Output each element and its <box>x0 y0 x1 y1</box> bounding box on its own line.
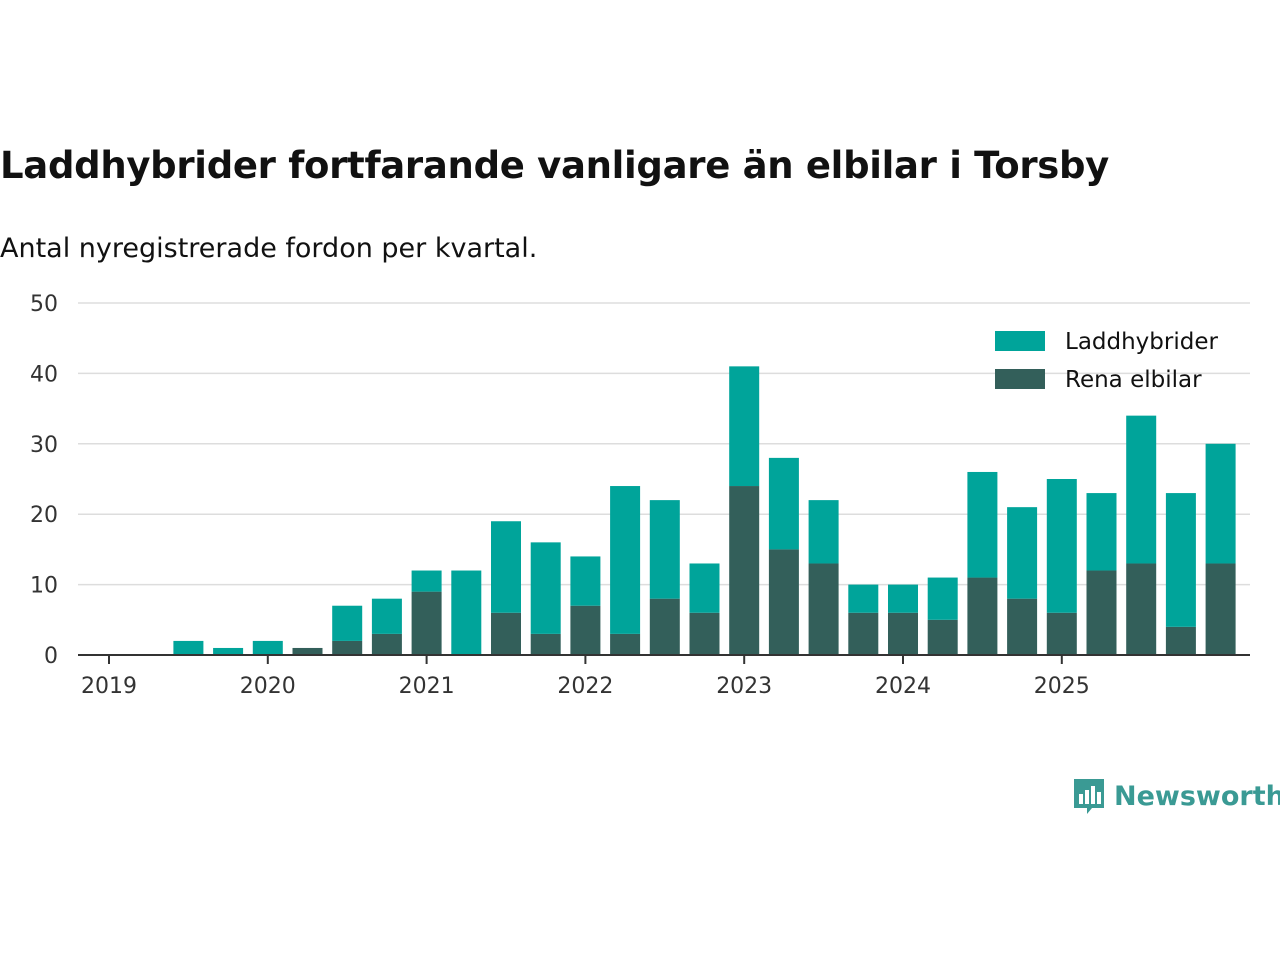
bar-rena-elbilar <box>1046 612 1077 655</box>
bar-rena-elbilar <box>610 633 641 655</box>
bar-laddhybrider <box>411 570 442 592</box>
bar-rena-elbilar <box>411 591 442 655</box>
bar-rena-elbilar <box>570 605 601 655</box>
bar-laddhybrider <box>967 471 998 578</box>
bar-rena-elbilar <box>292 647 323 655</box>
legend: Laddhybrider Rena elbilar <box>995 329 1218 393</box>
bar-rena-elbilar <box>1165 626 1196 655</box>
x-tick-label: 2022 <box>557 674 613 699</box>
legend-swatch <box>995 369 1045 389</box>
bar-rena-elbilar <box>1205 563 1236 655</box>
bar-laddhybrider <box>1007 507 1038 599</box>
bar-laddhybrider <box>252 640 283 655</box>
bar-laddhybrider <box>689 563 720 613</box>
bar-laddhybrider <box>927 577 958 620</box>
bar-laddhybrider <box>173 640 204 655</box>
bar-laddhybrider <box>530 542 561 634</box>
bar-laddhybrider <box>570 556 601 606</box>
bar-rena-elbilar <box>332 640 363 655</box>
bar-laddhybrider <box>371 598 402 634</box>
bar-rena-elbilar <box>1086 570 1117 655</box>
bar-laddhybrider <box>1165 493 1196 627</box>
bar-rena-elbilar <box>371 633 402 655</box>
bar-laddhybrider <box>808 500 839 564</box>
bar-rena-elbilar <box>729 486 760 655</box>
bar-rena-elbilar <box>649 598 680 655</box>
y-tick-label: 50 <box>30 292 58 317</box>
bar-laddhybrider <box>610 486 641 634</box>
bar-laddhybrider <box>1086 493 1117 571</box>
x-axis: 2019 2020 2021 2022 2023 2024 2025 <box>78 654 1250 699</box>
bar-laddhybrider <box>451 570 482 655</box>
brand-name: Newsworthy <box>1114 780 1280 812</box>
y-axis-ticks: 0 10 20 30 40 50 <box>30 292 58 669</box>
y-tick-label: 20 <box>30 503 58 528</box>
chart-title: Laddhybrider fortfarande vanligare än el… <box>0 144 1109 187</box>
bar-rena-elbilar <box>491 612 521 655</box>
legend-label: Rena elbilar <box>1065 367 1202 393</box>
y-tick-label: 30 <box>30 433 58 458</box>
x-tick-label: 2021 <box>399 674 455 699</box>
bar-laddhybrider <box>768 457 799 550</box>
y-tick-label: 0 <box>44 644 58 669</box>
x-tick-label: 2023 <box>716 674 772 699</box>
bar-rena-elbilar <box>888 612 918 655</box>
x-tick-label: 2025 <box>1034 674 1090 699</box>
bar-rena-elbilar <box>689 612 720 655</box>
bar-laddhybrider <box>213 647 244 655</box>
bar-laddhybrider <box>491 521 521 613</box>
bar-laddhybrider <box>1126 415 1157 564</box>
chart-subtitle: Antal nyregistrerade fordon per kvartal. <box>0 233 538 264</box>
bar-rena-elbilar <box>808 563 839 655</box>
bar-rena-elbilar <box>967 577 998 655</box>
bar-rena-elbilar <box>927 619 958 655</box>
bars <box>173 366 1236 655</box>
legend-label: Laddhybrider <box>1065 329 1218 355</box>
bar-laddhybrider <box>1046 479 1077 613</box>
bar-laddhybrider <box>888 584 918 613</box>
y-tick-label: 10 <box>30 574 58 599</box>
x-tick-label: 2019 <box>81 674 137 699</box>
bar-laddhybrider <box>848 584 879 613</box>
bar-rena-elbilar <box>530 633 561 655</box>
bar-rena-elbilar <box>1007 598 1038 655</box>
bar-rena-elbilar <box>848 612 879 655</box>
bar-rena-elbilar <box>768 549 799 655</box>
x-tick-label: 2024 <box>875 674 931 699</box>
bar-rena-elbilar <box>1126 563 1157 655</box>
legend-swatch <box>995 331 1045 351</box>
newsworthy-icon <box>1074 779 1104 814</box>
x-tick-label: 2020 <box>240 674 296 699</box>
bar-laddhybrider <box>1205 443 1236 564</box>
bar-laddhybrider <box>332 605 363 641</box>
bar-laddhybrider <box>649 500 680 599</box>
newsworthy-logo: Newsworthy <box>1072 776 1280 816</box>
bar-laddhybrider <box>729 366 760 487</box>
y-tick-label: 40 <box>30 362 58 387</box>
